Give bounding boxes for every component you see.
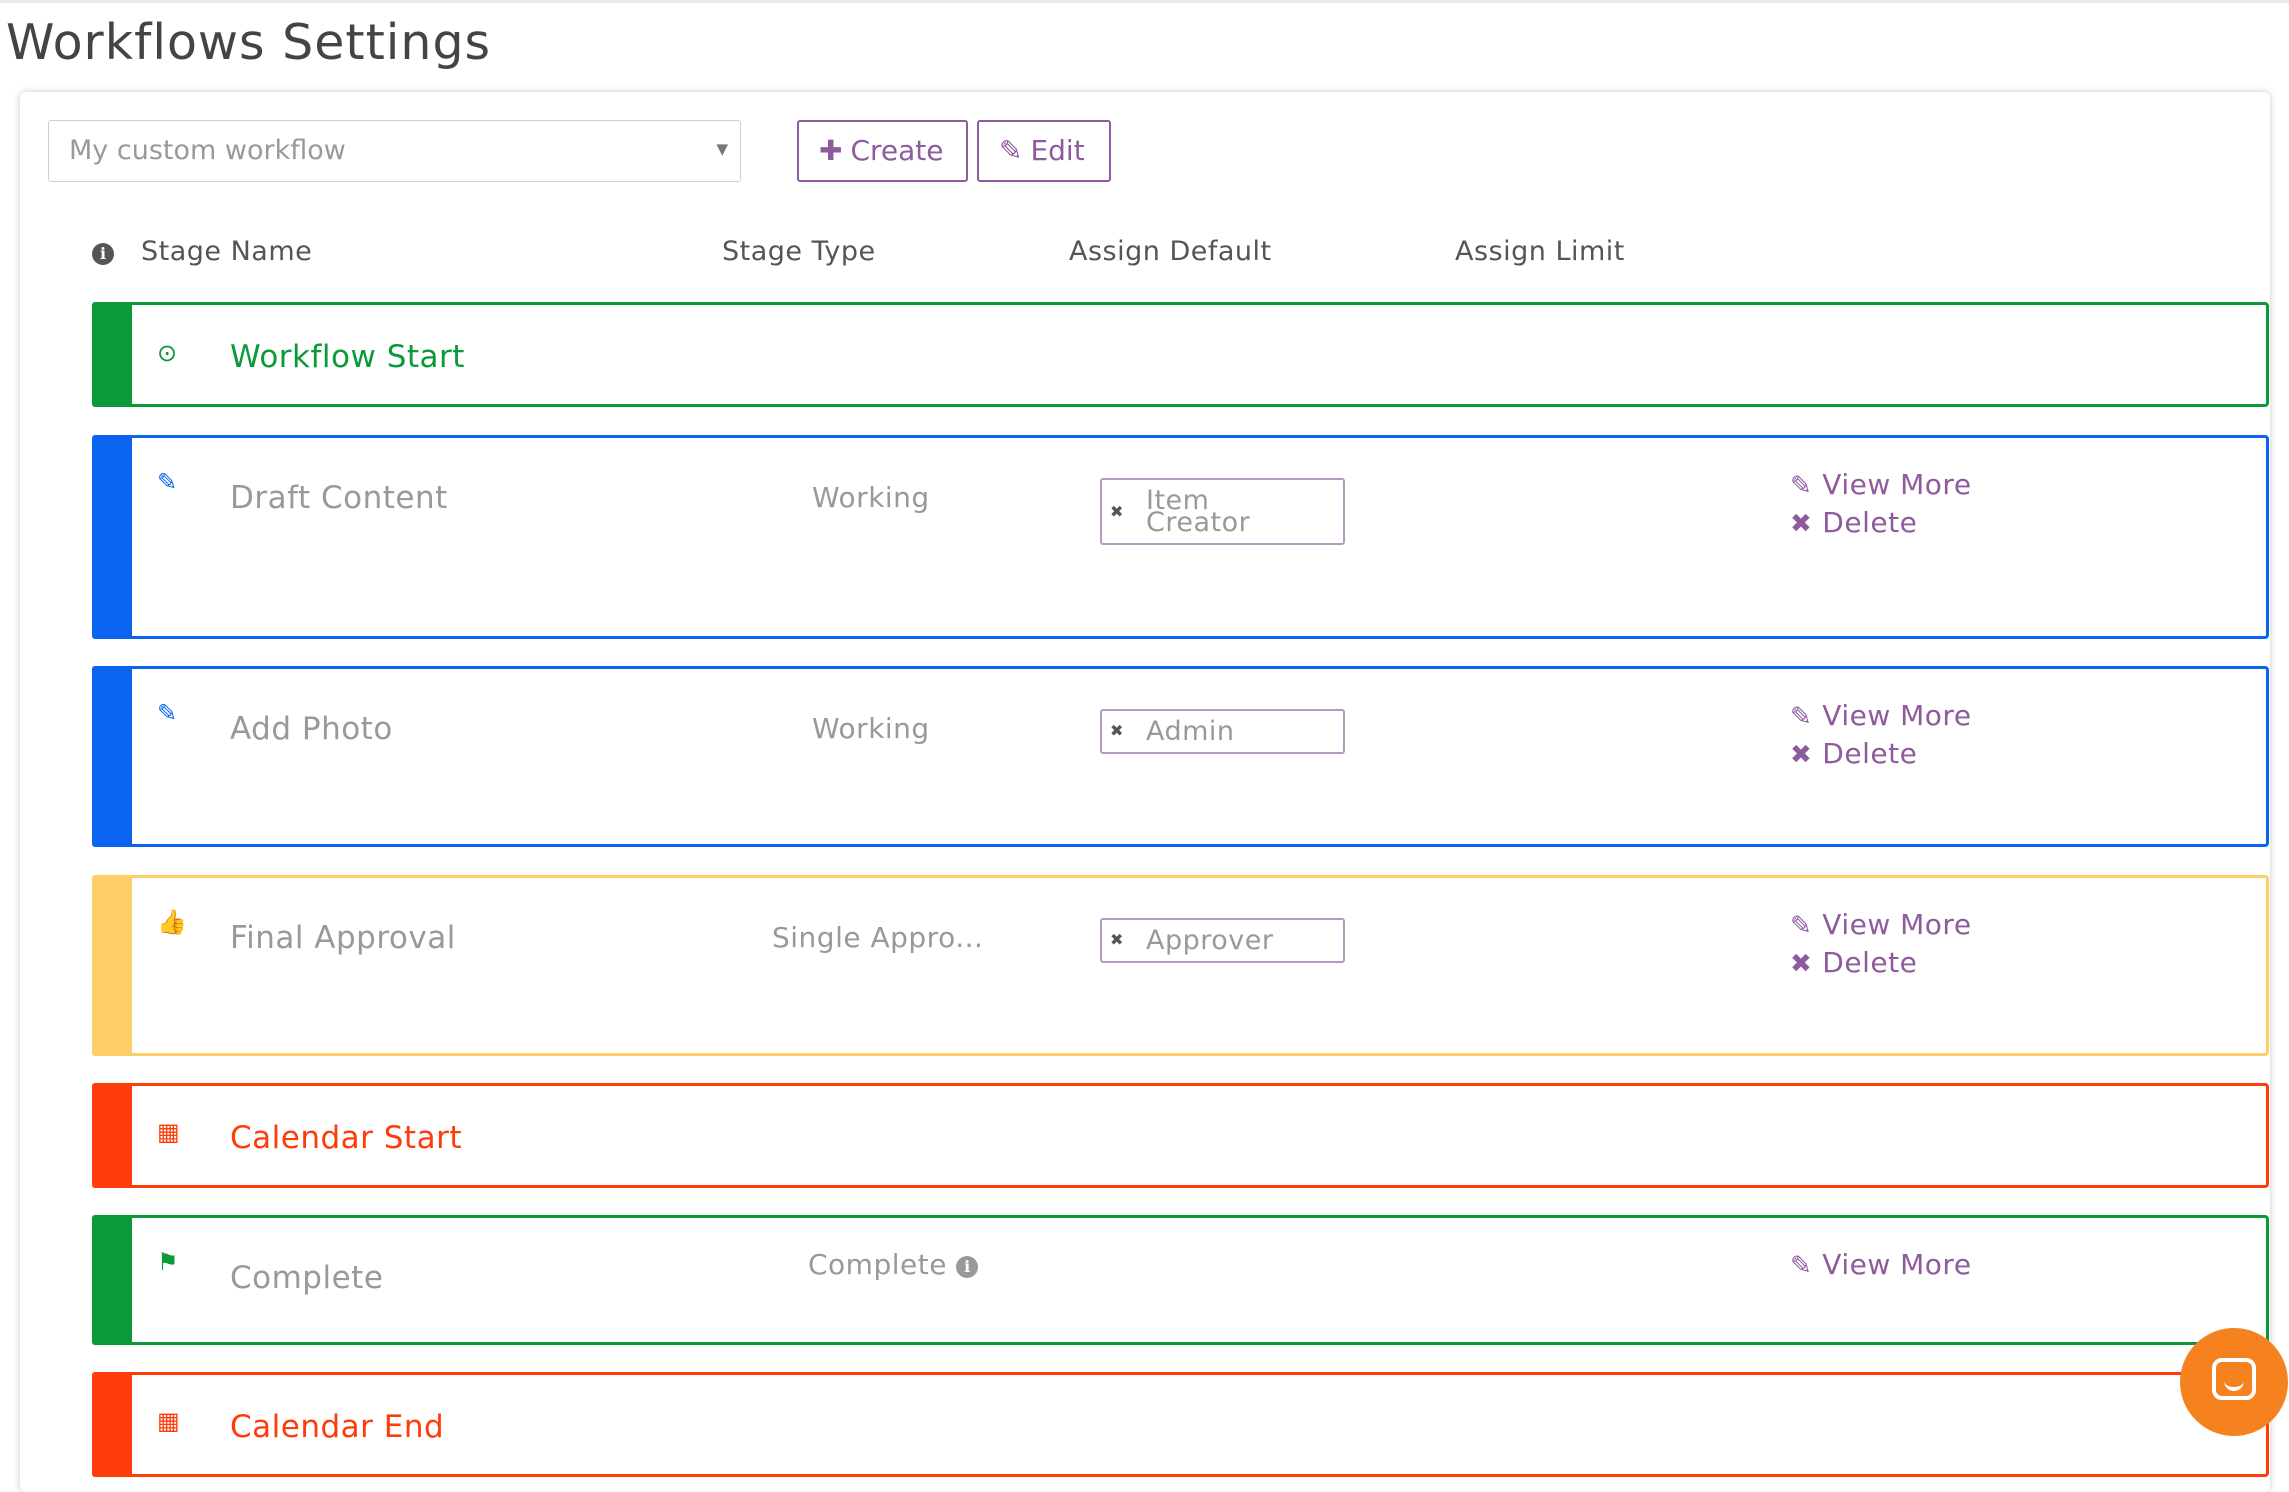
view-more-link[interactable]: ✎ View More (1790, 908, 1972, 941)
stage-color-bar (92, 302, 132, 407)
delete-label: Delete (1822, 946, 1918, 979)
times-icon: ✖ (1790, 509, 1813, 539)
stage-draft-content[interactable]: ✎ Draft Content Working ✖ Item Creator ✎… (92, 435, 2269, 639)
stage-workflow-start[interactable]: ⊙ Workflow Start (92, 302, 2269, 407)
assign-default-tag[interactable]: ✖ Admin (1100, 709, 1345, 754)
stage-name: Add Photo (230, 711, 393, 747)
assign-default-tag[interactable]: ✖ Approver (1100, 918, 1345, 963)
delete-link[interactable]: ✖ Delete (1790, 946, 1917, 979)
create-button[interactable]: ✚ Create (797, 120, 968, 182)
pencil-icon: ✎ (157, 699, 178, 727)
edit-icon: ✎ (1790, 911, 1813, 941)
view-more-link[interactable]: ✎ View More (1790, 1248, 1972, 1281)
stage-name: Draft Content (230, 480, 448, 516)
chat-launcher-button[interactable] (2180, 1328, 2288, 1436)
header-stage-type: Stage Type (722, 236, 876, 267)
assign-default-value: Admin (1146, 716, 1235, 747)
stage-type: Working (812, 481, 930, 514)
times-icon: ✖ (1790, 949, 1813, 979)
stage-name: Final Approval (230, 920, 456, 956)
times-icon: ✖ (1790, 740, 1813, 770)
stage-color-bar (92, 435, 132, 639)
chat-icon (2212, 1358, 2256, 1400)
view-more-link[interactable]: ✎ View More (1790, 699, 1972, 732)
remove-tag-icon[interactable]: ✖ (1110, 502, 1124, 521)
stage-type: Complete i (808, 1248, 979, 1281)
stage-name: Workflow Start (230, 339, 465, 375)
stage-calendar-end[interactable]: ▦ Calendar End (92, 1372, 2269, 1477)
calendar-icon: ▦ (157, 1118, 180, 1146)
assign-default-value: Item Creator (1146, 485, 1251, 538)
stage-name: Complete (230, 1260, 384, 1296)
delete-label: Delete (1822, 506, 1918, 539)
thumbs-up-icon: 👍 (157, 908, 187, 936)
delete-label: Delete (1822, 737, 1918, 770)
header-stage-name: Stage Name (141, 236, 313, 267)
chat-icon-smile (2224, 1378, 2244, 1391)
create-button-label: Create (850, 134, 944, 167)
view-more-label: View More (1822, 1248, 1972, 1281)
stage-name: Calendar End (230, 1409, 445, 1445)
pencil-icon: ✎ (157, 468, 178, 496)
stage-type: Working (812, 712, 930, 745)
stage-add-photo[interactable]: ✎ Add Photo Working ✖ Admin ✎ View More ✖… (92, 666, 2269, 847)
stage-calendar-start[interactable]: ▦ Calendar Start (92, 1083, 2269, 1188)
calendar-icon: ▦ (157, 1407, 180, 1435)
edit-button-label: Edit (1030, 134, 1085, 167)
stage-final-approval[interactable]: 👍 Final Approval Single Appro... ✖ Appro… (92, 875, 2269, 1056)
plus-icon: ✚ (819, 134, 843, 167)
edit-icon: ✎ (1790, 1251, 1813, 1281)
page-title: Workflows Settings (6, 14, 492, 71)
stage-color-bar (92, 1372, 132, 1477)
view-more-link[interactable]: ✎ View More (1790, 468, 1972, 501)
stage-color-bar (92, 1083, 132, 1188)
view-more-label: View More (1822, 908, 1972, 941)
view-more-label: View More (1822, 468, 1972, 501)
delete-link[interactable]: ✖ Delete (1790, 737, 1917, 770)
stage-name: Calendar Start (230, 1120, 462, 1156)
top-divider (0, 0, 2289, 3)
delete-link[interactable]: ✖ Delete (1790, 506, 1917, 539)
remove-tag-icon[interactable]: ✖ (1110, 930, 1124, 949)
assign-default-tag[interactable]: ✖ Item Creator (1100, 478, 1345, 545)
stage-color-bar (92, 875, 132, 1056)
caret-down-icon: ▼ (716, 140, 728, 158)
remove-tag-icon[interactable]: ✖ (1110, 721, 1124, 740)
check-circle-icon: ⊙ (157, 339, 178, 367)
stage-complete[interactable]: ⚑ Complete Complete i ✎ View More (92, 1215, 2269, 1345)
header-assign-default: Assign Default (1069, 236, 1272, 267)
stage-type: Single Appro... (772, 921, 984, 954)
edit-icon: ✎ (1790, 471, 1813, 501)
stage-type-label: Complete (808, 1248, 947, 1281)
info-icon[interactable]: i (92, 243, 114, 265)
edit-button[interactable]: ✎ Edit (977, 120, 1111, 182)
stage-color-bar (92, 1215, 132, 1345)
header-assign-limit: Assign Limit (1455, 236, 1625, 267)
stage-color-bar (92, 666, 132, 847)
view-more-label: View More (1822, 699, 1972, 732)
flag-icon: ⚑ (157, 1248, 179, 1276)
workflow-select-value: My custom workflow (69, 135, 346, 166)
info-icon[interactable]: i (956, 1256, 979, 1278)
edit-icon: ✎ (999, 134, 1023, 167)
edit-icon: ✎ (1790, 702, 1813, 732)
assign-default-value: Approver (1146, 925, 1274, 956)
workflow-select[interactable]: My custom workflow ▼ (48, 120, 741, 182)
